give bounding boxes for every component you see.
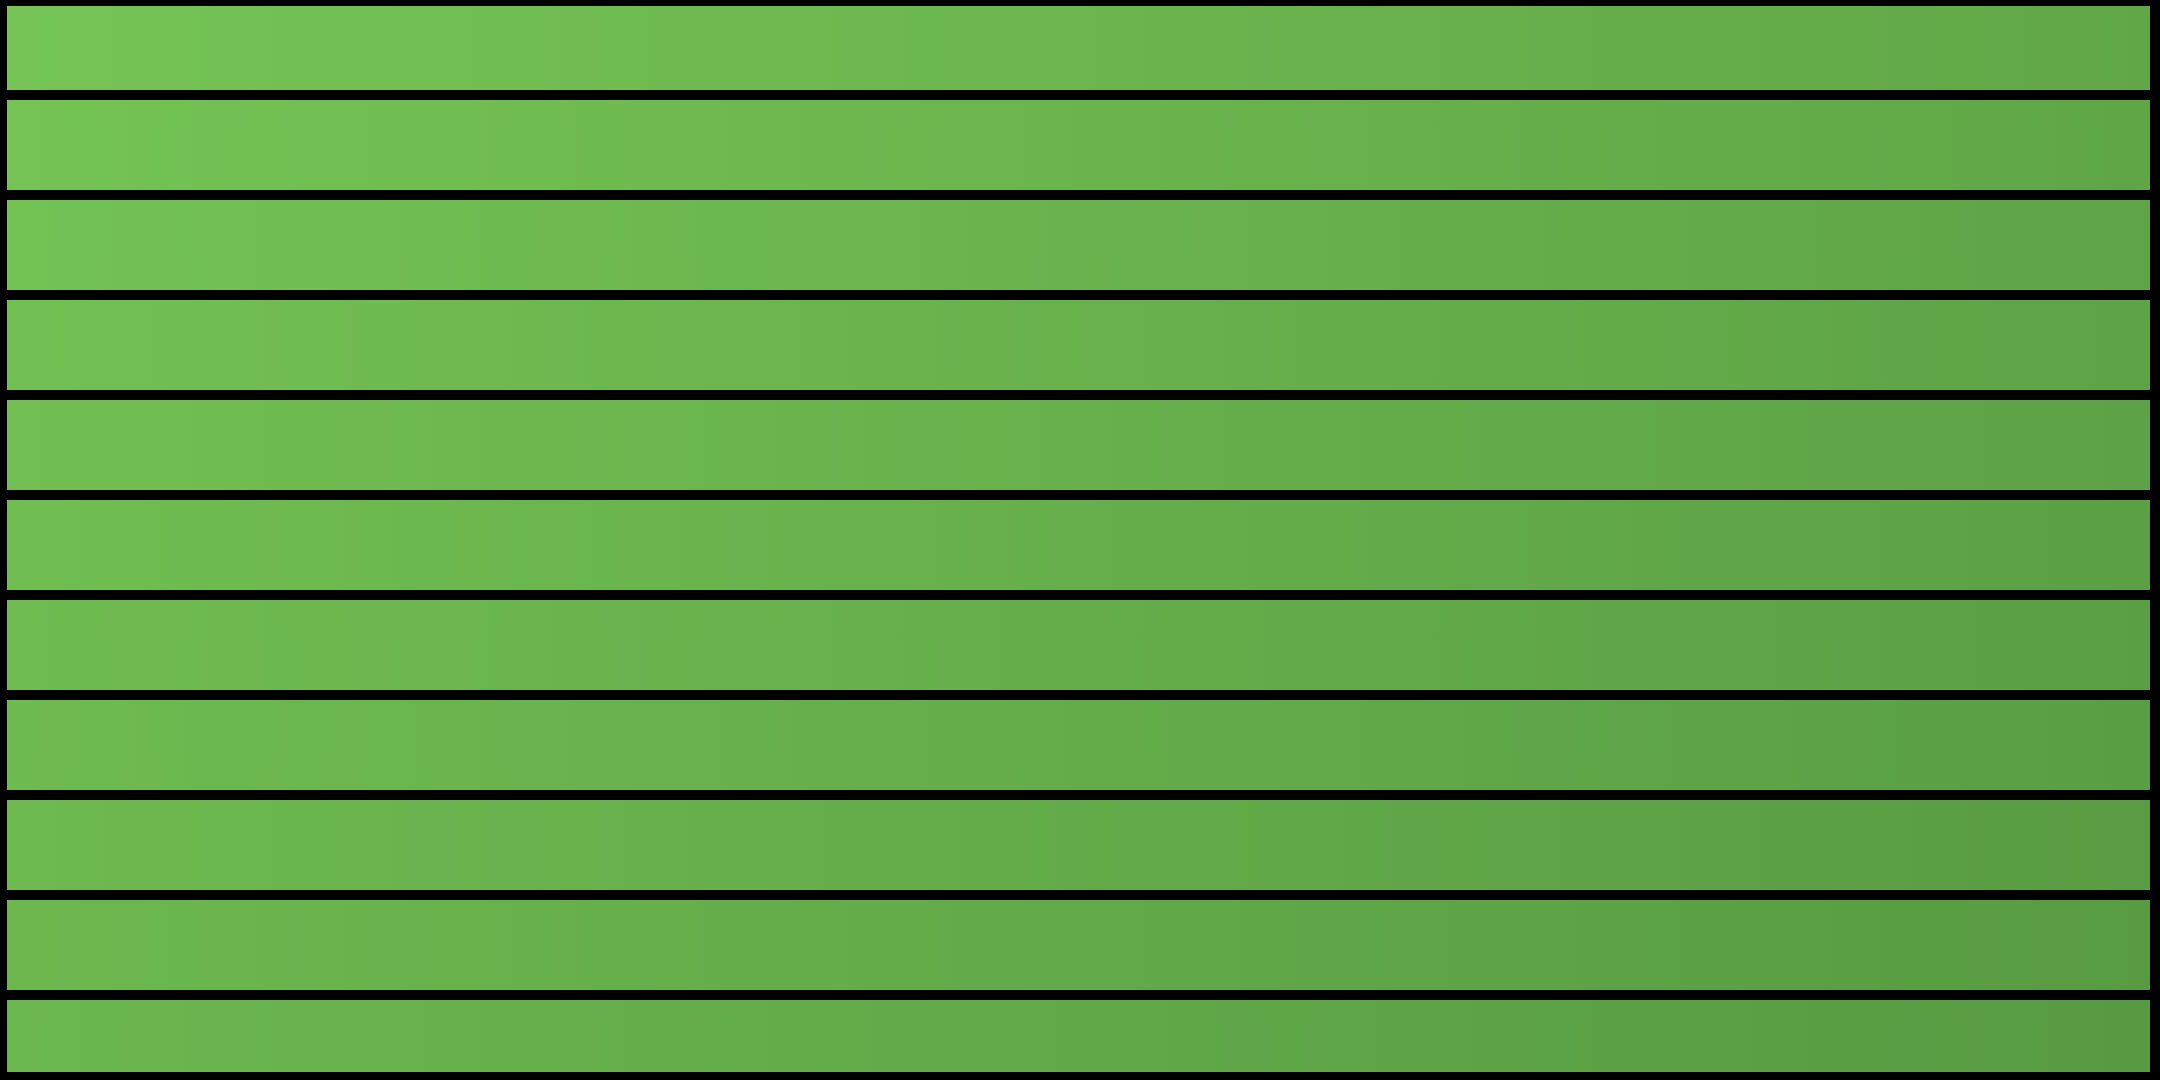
green-bar (7, 100, 2150, 190)
green-bar (7, 800, 2150, 890)
green-bar (7, 900, 2150, 990)
green-bar (7, 600, 2150, 690)
green-bar (7, 6, 2150, 90)
green-bar (7, 1000, 2150, 1072)
green-bar (7, 200, 2150, 290)
green-bar (7, 300, 2150, 390)
green-bar (7, 500, 2150, 590)
green-bar (7, 700, 2150, 790)
green-bar (7, 400, 2150, 490)
